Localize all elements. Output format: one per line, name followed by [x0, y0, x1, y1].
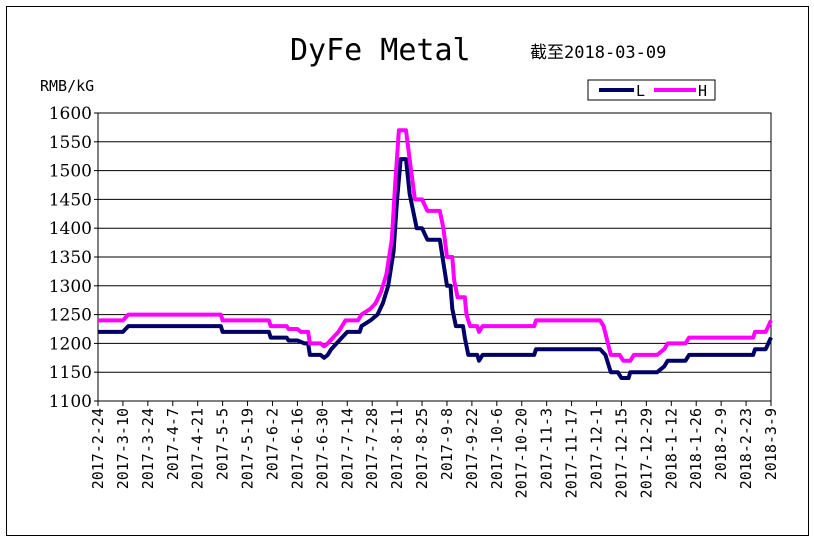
legend-label-h: H: [698, 82, 707, 100]
chart-title: DyFe Metal: [290, 33, 471, 68]
x-tick-label: 2017-7-14: [338, 408, 356, 489]
y-tick-label: 1600: [49, 104, 92, 124]
x-tick-label: 2018-3-9: [762, 408, 780, 480]
x-tick-label: 2017-4-21: [189, 408, 207, 489]
x-tick-label: 2017-11-17: [563, 408, 581, 498]
y-tick-label: 1250: [49, 306, 92, 326]
chart-subtitle: 截至2018-03-09: [530, 43, 666, 63]
legend-box: [587, 79, 716, 101]
y-tick-label: 1350: [49, 248, 92, 268]
y-tick-label: 1400: [49, 219, 92, 239]
x-tick-label: 2017-5-19: [239, 408, 257, 489]
y-tick-label: 1550: [49, 133, 92, 153]
x-tick-label: 2018-2-9: [712, 408, 730, 480]
y-axis-label: RMB/kG: [40, 77, 94, 95]
x-tick-label: 2017-9-8: [438, 408, 456, 480]
series-line-h: [98, 128, 773, 363]
y-tick-label: 1150: [49, 363, 92, 383]
x-tick-label: 2017-8-11: [388, 408, 406, 489]
x-tick-label: 2017-12-15: [612, 408, 630, 498]
x-tick-label: 2017-6-2: [263, 408, 281, 480]
x-tick-label: 2017-10-6: [488, 408, 506, 489]
gridlines: [94, 112, 772, 406]
x-tick-label: 2017-6-30: [313, 408, 331, 489]
x-tick-label: 2017-6-16: [288, 408, 306, 489]
series-line-l: [98, 157, 773, 380]
y-tick-label: 1450: [49, 190, 92, 210]
legend-label-l: L: [636, 82, 645, 100]
x-tick-label: 2018-1-12: [662, 408, 680, 489]
x-tick-label: 2017-11-3: [538, 408, 556, 489]
x-tick-label: 2017-10-20: [513, 408, 531, 498]
y-tick-label: 1500: [49, 162, 92, 182]
x-tick-label: 2018-2-23: [737, 408, 755, 489]
legend: L H: [587, 79, 716, 101]
x-tick-label: 2017-4-7: [164, 408, 182, 480]
y-tick-label: 1100: [49, 392, 92, 412]
y-tick-label: 1200: [49, 334, 92, 354]
x-tick-label: 2017-12-1: [588, 408, 606, 489]
y-tick-labels: 1100 1150 1200 1250 1300 1350 1400 1450 1500 1550…: [49, 104, 92, 412]
x-tick-label: 2018-1-26: [687, 408, 705, 489]
x-tick-label: 2017-3-10: [114, 408, 132, 489]
x-tick-label: 2017-3-24: [139, 408, 157, 489]
x-tick-label: 2017-12-29: [637, 408, 655, 498]
series-lines: [98, 128, 773, 380]
x-tick-label: 2017-8-25: [413, 408, 431, 489]
x-tick-labels: 2017-2-24 2017-3-10 2017-3-24 2017-4-7 2017-…: [89, 408, 780, 498]
x-tick-label: 2017-7-28: [363, 408, 381, 489]
x-tick-label: 2017-5-5: [214, 408, 232, 480]
y-tick-label: 1300: [49, 277, 92, 297]
x-tick-label: 2017-9-22: [463, 408, 481, 489]
x-tick-label: 2017-2-24: [89, 408, 107, 489]
